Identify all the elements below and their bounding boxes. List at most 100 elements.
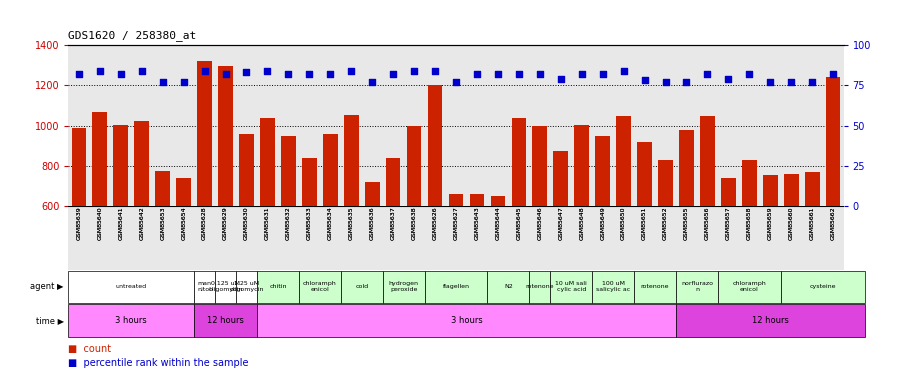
- Point: [218, 71, 232, 77]
- Point: [406, 68, 421, 74]
- Point: [595, 71, 609, 77]
- FancyBboxPatch shape: [236, 271, 257, 303]
- FancyBboxPatch shape: [425, 271, 486, 303]
- Text: GSM85651: GSM85651: [641, 206, 646, 240]
- Point: [616, 68, 630, 74]
- Text: 12 hours: 12 hours: [751, 316, 788, 325]
- Bar: [679, 130, 693, 327]
- Bar: [532, 126, 547, 327]
- Text: GSM85659: GSM85659: [767, 206, 772, 240]
- FancyBboxPatch shape: [780, 271, 864, 303]
- Text: GSM85651: GSM85651: [641, 206, 646, 240]
- Point: [448, 79, 463, 85]
- Text: GSM85645: GSM85645: [516, 206, 521, 240]
- Text: GSM85626: GSM85626: [432, 206, 437, 240]
- Text: GSM85652: GSM85652: [662, 206, 667, 240]
- Text: GSM85632: GSM85632: [285, 206, 291, 240]
- Bar: [218, 66, 232, 327]
- Text: GSM85644: GSM85644: [495, 206, 500, 240]
- FancyBboxPatch shape: [717, 271, 780, 303]
- Point: [574, 71, 589, 77]
- Text: untreated: untreated: [116, 284, 147, 290]
- Text: 3 hours: 3 hours: [450, 316, 482, 325]
- Text: flagellen: flagellen: [442, 284, 469, 290]
- Text: GSM85647: GSM85647: [558, 206, 563, 240]
- FancyBboxPatch shape: [591, 271, 633, 303]
- Text: GSM85656: GSM85656: [704, 206, 709, 240]
- Text: GSM85628: GSM85628: [202, 206, 207, 240]
- FancyBboxPatch shape: [383, 271, 425, 303]
- Text: ■  percentile rank within the sample: ■ percentile rank within the sample: [68, 358, 249, 368]
- Point: [343, 68, 358, 74]
- Text: GSM85643: GSM85643: [474, 206, 479, 240]
- Point: [658, 79, 672, 85]
- Text: GSM85649: GSM85649: [599, 206, 605, 240]
- Text: GSM85637: GSM85637: [390, 206, 395, 240]
- Text: GSM85639: GSM85639: [77, 206, 81, 240]
- Text: GSM85657: GSM85657: [725, 206, 730, 240]
- Text: GSM85627: GSM85627: [453, 206, 458, 240]
- Text: GSM85642: GSM85642: [139, 206, 144, 240]
- FancyBboxPatch shape: [194, 271, 215, 303]
- Text: cysteine: cysteine: [808, 284, 835, 290]
- Bar: [406, 126, 421, 327]
- Bar: [155, 171, 169, 327]
- Text: GSM85646: GSM85646: [537, 206, 542, 240]
- FancyBboxPatch shape: [486, 271, 528, 303]
- Text: GSM85643: GSM85643: [474, 206, 479, 240]
- Text: agent ▶: agent ▶: [30, 282, 64, 291]
- Point: [176, 79, 190, 85]
- Text: GSM85658: GSM85658: [746, 206, 751, 240]
- Point: [490, 71, 505, 77]
- Point: [155, 79, 169, 85]
- Text: GSM85634: GSM85634: [327, 206, 333, 240]
- Point: [281, 71, 295, 77]
- Point: [700, 71, 714, 77]
- Text: GSM85637: GSM85637: [390, 206, 395, 240]
- Point: [427, 68, 442, 74]
- FancyBboxPatch shape: [68, 304, 194, 337]
- Bar: [448, 194, 463, 327]
- Point: [532, 71, 547, 77]
- Text: 1.25 uM
oligomycin: 1.25 uM oligomycin: [229, 282, 263, 292]
- Text: GSM85653: GSM85653: [160, 206, 165, 240]
- Text: GSM85658: GSM85658: [746, 206, 751, 240]
- Text: GSM85642: GSM85642: [139, 206, 144, 240]
- Bar: [804, 172, 819, 327]
- Text: GSM85660: GSM85660: [788, 206, 793, 240]
- Text: rotenone: rotenone: [525, 284, 554, 290]
- Point: [721, 76, 735, 82]
- Text: GSM85626: GSM85626: [432, 206, 437, 240]
- Point: [469, 71, 484, 77]
- Bar: [260, 118, 274, 327]
- Bar: [197, 61, 211, 327]
- Point: [197, 68, 211, 74]
- Text: chloramph
enicol: chloramph enicol: [302, 282, 336, 292]
- Text: GSM85650: GSM85650: [620, 206, 626, 240]
- Text: GSM85636: GSM85636: [369, 206, 374, 240]
- Text: GSM85661: GSM85661: [809, 206, 814, 240]
- Point: [71, 71, 86, 77]
- Bar: [322, 134, 337, 327]
- Text: GSM85641: GSM85641: [118, 206, 123, 240]
- FancyBboxPatch shape: [299, 271, 341, 303]
- Bar: [302, 158, 316, 327]
- Text: GSM85635: GSM85635: [348, 206, 353, 240]
- Text: GSM85662: GSM85662: [830, 206, 834, 240]
- Text: GSM85654: GSM85654: [181, 206, 186, 240]
- Text: GSM85629: GSM85629: [223, 206, 228, 240]
- Bar: [469, 194, 484, 327]
- Bar: [658, 160, 672, 327]
- Point: [742, 71, 756, 77]
- Bar: [763, 175, 777, 327]
- Bar: [71, 128, 87, 327]
- FancyBboxPatch shape: [257, 304, 675, 337]
- Text: time ▶: time ▶: [36, 316, 64, 325]
- Point: [385, 71, 400, 77]
- Bar: [281, 136, 295, 327]
- Text: GSM85641: GSM85641: [118, 206, 123, 240]
- FancyBboxPatch shape: [68, 271, 194, 303]
- Text: rotenone: rotenone: [640, 284, 669, 290]
- Point: [260, 68, 274, 74]
- Text: GSM85654: GSM85654: [181, 206, 186, 240]
